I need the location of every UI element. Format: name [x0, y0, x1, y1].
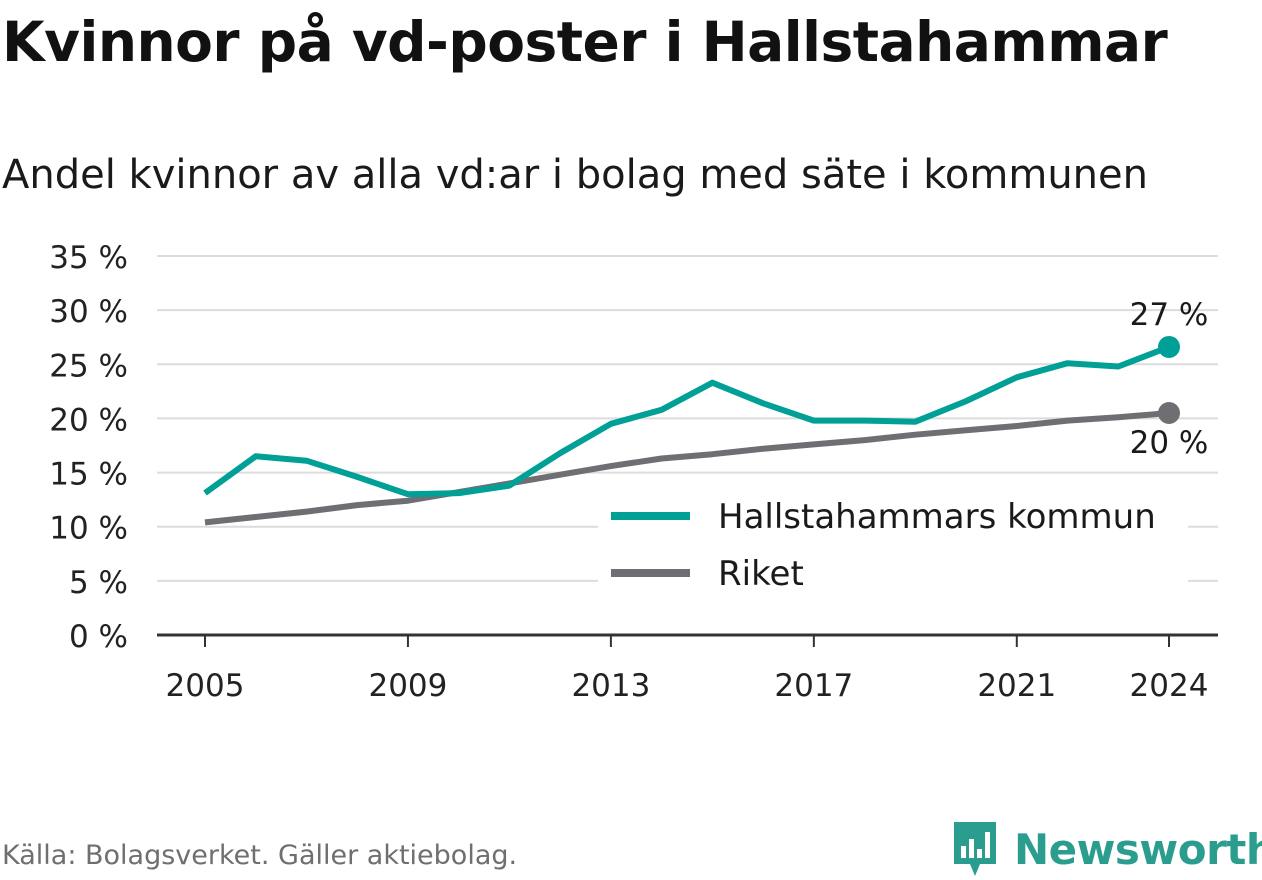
series-end-point	[1158, 402, 1180, 425]
series-end-point	[1158, 335, 1180, 358]
y-tick-label: 15 %	[49, 457, 128, 493]
chart-subtitle: Andel kvinnor av alla vd:ar i bolag med …	[2, 152, 1148, 198]
x-tick-label: 2013	[571, 668, 650, 704]
y-tick-label: 30 %	[49, 294, 128, 330]
series-line	[204, 410, 1170, 526]
series-line	[203, 344, 1171, 498]
legend-background	[598, 487, 1188, 605]
y-tick-label: 35 %	[49, 240, 128, 276]
y-tick-label: 0 %	[69, 619, 128, 655]
end-value-label: 27 %	[1130, 297, 1209, 333]
y-tick-label: 5 %	[69, 565, 128, 601]
bar-chart-speech-bubble-icon	[954, 822, 996, 876]
y-tick-label: 20 %	[49, 402, 128, 438]
grid-lines	[157, 255, 1218, 582]
source-note: Källa: Bolagsverket. Gäller aktiebolag.	[2, 840, 518, 871]
x-tick-label: 2017	[774, 668, 853, 704]
end-value-label: 20 %	[1130, 425, 1209, 461]
y-axis: 0 % 5 % 10 % 15 % 20 % 25 % 30 % 35 %	[49, 240, 128, 655]
x-axis: 2005 2009 2013 2017 2021 2024	[157, 633, 1218, 704]
end-labels: 27 % 20 %	[1130, 297, 1209, 461]
legend-label: Hallstahammars kommun	[718, 497, 1156, 537]
x-tick-label: 2005	[166, 668, 245, 704]
legend-label: Riket	[718, 554, 804, 594]
brand-logo: Newsworthy	[950, 818, 1262, 880]
legend: Hallstahammars kommun Riket	[598, 487, 1188, 605]
x-tick-label: 2024	[1130, 668, 1209, 704]
brand-name: Newsworthy	[1014, 824, 1262, 874]
series-group	[203, 335, 1180, 526]
chart-title: Kvinnor på vd-poster i Hallstahammar	[2, 10, 1168, 74]
y-tick-label: 25 %	[49, 348, 128, 384]
x-tick-label: 2021	[977, 668, 1056, 704]
x-tick-label: 2009	[368, 668, 447, 704]
y-tick-label: 10 %	[49, 511, 128, 547]
